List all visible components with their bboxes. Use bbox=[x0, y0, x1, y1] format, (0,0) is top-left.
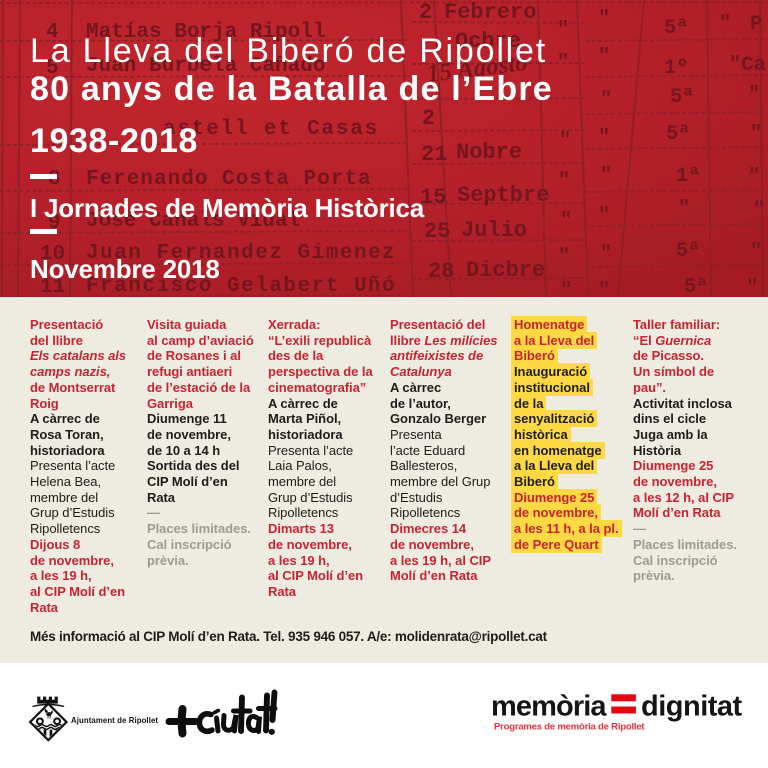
svg-text:Ocbre: Ocbre bbox=[455, 29, 521, 54]
svg-text:″: ″ bbox=[598, 127, 610, 150]
svg-text:dignitat: dignitat bbox=[641, 691, 743, 723]
svg-text:1º: 1º bbox=[664, 57, 689, 80]
svg-text:″ E: ″ E bbox=[748, 84, 768, 107]
svg-text:″: ″ bbox=[558, 170, 570, 193]
svg-text:2: 2 bbox=[422, 106, 435, 131]
svg-text:5ª: 5ª bbox=[676, 240, 701, 263]
svg-text:Septbre: Septbre bbox=[457, 183, 549, 208]
svg-text:Ajuntament de Ripollet: Ajuntament de Ripollet bbox=[71, 716, 158, 725]
svg-text:5ª: 5ª bbox=[666, 123, 691, 146]
svg-text:″: ″ bbox=[560, 210, 572, 233]
svg-text:8: 8 bbox=[48, 168, 61, 191]
svg-text:José Canals Vidal: José Canals Vidal bbox=[86, 210, 300, 233]
svg-text:″: ″ bbox=[598, 46, 610, 69]
svg-text:Ferenando Costa Porta: Ferenando Costa Porta bbox=[86, 168, 372, 191]
svg-text:″: ″ bbox=[558, 246, 570, 269]
svg-text:2: 2 bbox=[419, 0, 432, 25]
svg-text:Julio: Julio bbox=[461, 218, 527, 243]
svg-text:memòria: memòria bbox=[491, 691, 607, 723]
svg-text:5ª: 5ª bbox=[684, 276, 709, 297]
svg-text:″: ″ bbox=[753, 199, 765, 222]
svg-text:15: 15 bbox=[420, 185, 446, 210]
svg-text:″: ″ bbox=[598, 8, 610, 31]
svg-text:″: ″ bbox=[719, 13, 731, 36]
svg-text:21: 21 bbox=[421, 142, 447, 167]
svg-text:1ª: 1ª bbox=[676, 165, 701, 188]
svg-text:″: ″ bbox=[559, 130, 571, 153]
svg-text:4: 4 bbox=[46, 21, 59, 44]
svg-text:Juan Fernandez Gimenez: Juan Fernandez Gimenez bbox=[86, 242, 396, 265]
svg-text:Programes de memòria de Ripoll: Programes de memòria de Ripollet bbox=[494, 722, 645, 733]
svg-text:″: ″ bbox=[560, 280, 572, 297]
svg-text:″: ″ bbox=[600, 89, 612, 112]
svg-text:″: ″ bbox=[557, 52, 569, 75]
svg-text:Nobre: Nobre bbox=[456, 140, 522, 165]
svg-text:″: ″ bbox=[748, 166, 760, 189]
svg-text:11: 11 bbox=[40, 276, 65, 297]
svg-text:Febrero: Febrero bbox=[444, 0, 536, 25]
svg-text:Francisco Gelabert Uñó: Francisco Gelabert Uñó bbox=[86, 275, 396, 297]
svg-text:″: ″ bbox=[598, 205, 610, 228]
svg-text:25: 25 bbox=[424, 219, 450, 244]
svg-text:″: ″ bbox=[678, 198, 690, 221]
svg-text:″: ″ bbox=[600, 243, 612, 266]
svg-text:5ª: 5ª bbox=[664, 17, 689, 40]
svg-text:10: 10 bbox=[40, 243, 65, 266]
svg-text:″: ″ bbox=[600, 165, 612, 188]
svg-text:5ª: 5ª bbox=[670, 86, 695, 109]
svg-text:28: 28 bbox=[428, 259, 454, 284]
svg-text:″ S: ″ S bbox=[750, 123, 768, 146]
svg-text:5: 5 bbox=[46, 57, 59, 80]
svg-text:Juan Burbela Cañado: Juan Burbela Cañado bbox=[86, 55, 325, 78]
svg-text:″: ″ bbox=[557, 19, 569, 42]
svg-text:Dicbre: Dicbre bbox=[466, 258, 545, 283]
svg-text:astell et Casas: astell et Casas bbox=[163, 118, 379, 141]
svg-text:″: ″ bbox=[598, 280, 610, 297]
svg-text:″: ″ bbox=[746, 277, 758, 297]
svg-text:P: P bbox=[750, 13, 762, 36]
svg-text:″Car: ″Car bbox=[729, 54, 768, 77]
svg-text:Matías Borja Ripoll: Matías Borja Ripoll bbox=[86, 21, 325, 44]
svg-text:″: ″ bbox=[750, 241, 762, 264]
